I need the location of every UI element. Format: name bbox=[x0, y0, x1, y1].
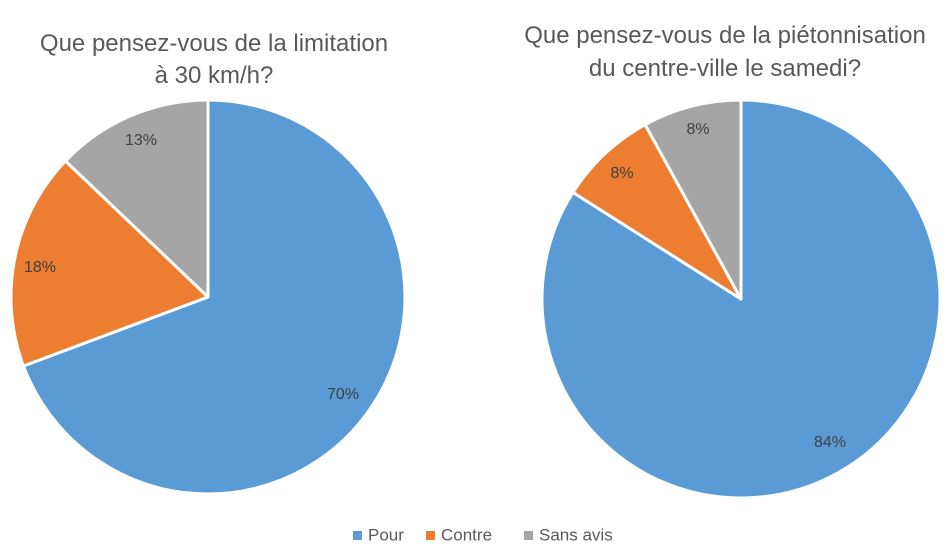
chart-title-line-2: à 30 km/h? bbox=[155, 62, 274, 89]
pie-slices bbox=[540, 98, 942, 500]
pie-data-labels: 70% 18% 13% bbox=[24, 132, 359, 403]
pie-slice-pour bbox=[21, 98, 407, 496]
data-label-pour: 84% bbox=[814, 434, 846, 451]
pie-chart-pedestrianization: Que pensez-vous de la piétonnisation du … bbox=[524, 22, 942, 500]
legend-swatch bbox=[524, 531, 533, 540]
pie-slice-contre bbox=[9, 159, 210, 368]
pie-slices bbox=[9, 98, 407, 496]
legend-label: Contre bbox=[441, 525, 492, 544]
legend-swatch bbox=[353, 531, 362, 540]
legend-item-sans-avis: Sans avis bbox=[524, 525, 613, 544]
pie-chart-speed-limit: Que pensez-vous de la limitation à 30 km… bbox=[9, 30, 407, 496]
data-label-contre: 8% bbox=[610, 165, 633, 182]
data-label-sans-avis: 8% bbox=[686, 121, 709, 138]
chart-title-line-1: Que pensez-vous de la piétonnisation bbox=[524, 22, 926, 49]
pie-data-labels: 84% 8% 8% bbox=[610, 121, 846, 451]
data-label-contre: 18% bbox=[24, 259, 56, 276]
chart-title-line-1: Que pensez-vous de la limitation bbox=[40, 30, 388, 57]
chart-title-line-2: du centre-ville le samedi? bbox=[589, 55, 861, 82]
legend-item-pour: Pour bbox=[353, 525, 404, 544]
chart-legend: Pour Contre Sans avis bbox=[353, 525, 613, 544]
legend-swatch bbox=[426, 531, 435, 540]
pie-slice-sans-avis bbox=[643, 98, 743, 301]
pie-slice-contre bbox=[571, 123, 743, 301]
legend-label: Sans avis bbox=[539, 525, 613, 544]
data-label-sans-avis: 13% bbox=[125, 132, 157, 149]
legend-item-contre: Contre bbox=[426, 525, 492, 544]
data-label-pour: 70% bbox=[327, 386, 359, 403]
legend-label: Pour bbox=[368, 525, 404, 544]
pie-slice-sans-avis bbox=[63, 98, 210, 299]
